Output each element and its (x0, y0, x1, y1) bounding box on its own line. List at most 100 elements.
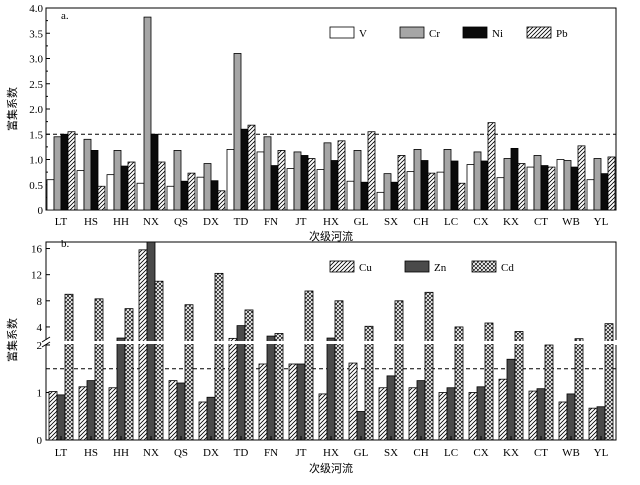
y-tick-label-a: 3.5 (29, 28, 43, 40)
bar-Zn-HX (326, 337, 336, 441)
bar-break-Cd-GL (364, 341, 374, 344)
bar-V-FN (256, 151, 265, 211)
bar-break-Cd-JT (304, 341, 314, 344)
bar-break-Cu-TD (228, 341, 238, 344)
x-tick-label-a: CX (473, 216, 488, 228)
bar-Cr-SX (383, 173, 392, 211)
bar-Zn-WB (566, 393, 576, 441)
x-tick-label-b: CH (413, 447, 428, 459)
y-tick-label-a: 2.0 (29, 104, 43, 116)
bar-Zn-DX (206, 396, 216, 441)
bar-Pb-DX (217, 190, 226, 211)
bar-V-TD (226, 148, 235, 211)
bar-break-Cd-SX (394, 341, 404, 344)
bar-Ni-HH (120, 165, 129, 211)
bar-Cd-TD (244, 309, 254, 441)
y-tick-label-a: 3.0 (29, 54, 43, 66)
bar-break-Cd-QS (184, 341, 194, 344)
bar-Cr-DX (203, 163, 212, 211)
x-tick-label-b: FN (264, 447, 278, 459)
bar-Zn-QS (176, 382, 186, 441)
bar-Pb-YL (607, 156, 616, 211)
bar-Ni-CH (420, 160, 429, 211)
bar-Zn-GL (356, 411, 366, 441)
bar-Cr-HX (323, 142, 332, 211)
axis-break-gap-right (611, 340, 621, 345)
x-tick-label-b: DX (203, 447, 219, 459)
y-tick-label-a: 2.5 (29, 79, 43, 91)
bar-Cu-TD (228, 337, 238, 441)
bar-Cd-NX (154, 280, 164, 441)
bar-Cr-CX (473, 151, 482, 211)
x-axis-label-b: 次级河流 (309, 461, 353, 475)
bar-Zn-LC (446, 387, 456, 441)
x-tick-label-b: HX (323, 447, 339, 459)
legend-label-Ni: Ni (492, 28, 503, 40)
bar-Cr-WB (563, 160, 572, 211)
x-tick-label-b: WB (562, 447, 580, 459)
legend-swatch-Ni (462, 26, 488, 39)
bar-Cu-HH (108, 387, 118, 441)
x-tick-label-a: FN (264, 216, 278, 228)
x-tick-label-b: LT (55, 447, 68, 459)
x-tick-label-a: CH (413, 216, 428, 228)
legend-swatch-Cd (471, 260, 497, 273)
x-tick-label-a: KX (503, 216, 519, 228)
bar-break-Cd-HS (94, 341, 104, 344)
bar-V-KX (496, 177, 505, 211)
axis-break-gap-left (41, 340, 51, 345)
bar-Pb-KX (517, 163, 526, 211)
bar-Pb-GL (367, 131, 376, 211)
bar-Cd-LC (454, 326, 464, 441)
y-tick-label-a: 4.0 (29, 3, 43, 15)
bar-Ni-JT (300, 155, 309, 211)
bar-Cr-FN (263, 136, 272, 211)
bar-Cu-NX (138, 249, 148, 441)
x-tick-label-a: HX (323, 216, 339, 228)
bar-break-Cd-CX (484, 341, 494, 344)
bar-Pb-JT (307, 158, 316, 211)
bar-V-DX (196, 176, 205, 211)
x-tick-label-a: LC (444, 216, 458, 228)
y-tick-label-a: 0 (38, 205, 44, 217)
bar-V-GL (346, 180, 355, 211)
bar-V-LT (46, 179, 55, 211)
legend-label-V: V (359, 28, 367, 40)
bar-Pb-SX (397, 155, 406, 211)
x-tick-label-b: SX (384, 447, 398, 459)
bar-Zn-KX (506, 358, 516, 441)
y-tick-label-a: 1.0 (29, 155, 43, 167)
legend-swatch-Zn (404, 260, 430, 273)
bar-Pb-CX (487, 122, 496, 211)
bar-Cu-CX (468, 392, 478, 441)
bar-Cu-HS (78, 386, 88, 441)
x-tick-label-b: LC (444, 447, 458, 459)
x-tick-label-a: HH (113, 216, 129, 228)
bar-Cd-QS (184, 304, 194, 441)
x-tick-label-b: QS (174, 447, 188, 459)
bar-V-CH (406, 171, 415, 211)
bar-Pb-TD (247, 124, 256, 211)
bar-Zn-HS (86, 380, 96, 441)
bar-Ni-QS (180, 180, 189, 211)
bar-Ni-FN (270, 165, 279, 211)
bar-Ni-YL (600, 173, 609, 211)
bar-V-SX (376, 191, 385, 211)
bar-Cu-LC (438, 392, 448, 441)
bar-V-YL (586, 179, 595, 211)
bar-V-CX (466, 164, 475, 211)
bar-Cd-YL (604, 323, 614, 441)
bar-Cr-CH (413, 148, 422, 211)
x-tick-label-a: WB (562, 216, 580, 228)
bar-Cd-LT (64, 293, 74, 441)
x-tick-label-a: SX (384, 216, 398, 228)
bar-Cd-CH (424, 291, 434, 441)
legend-label-Cr: Cr (429, 28, 440, 40)
panel-label-b: b. (61, 238, 70, 250)
bar-Zn-CH (416, 380, 426, 441)
bar-Cr-YL (593, 158, 602, 211)
bar-Cd-GL (364, 325, 374, 441)
bar-Pb-LC (457, 182, 466, 211)
legend-swatch-Cu (329, 260, 355, 273)
